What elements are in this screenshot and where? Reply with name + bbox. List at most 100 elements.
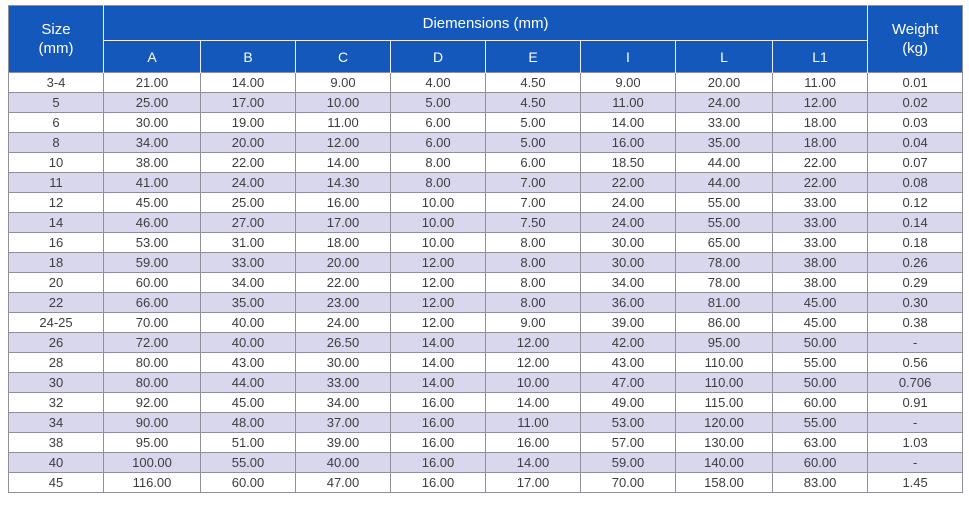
dim-c-cell: 47.00 bbox=[295, 472, 391, 493]
dim-a-cell: 66.00 bbox=[103, 292, 201, 313]
dim-c-cell: 16.00 bbox=[295, 192, 391, 213]
dim-l-cell: 95.00 bbox=[675, 332, 773, 353]
dim-d-cell: 14.00 bbox=[390, 352, 486, 373]
dim-l1-cell: 33.00 bbox=[771, 232, 869, 253]
dim-l1-cell: 18.00 bbox=[771, 132, 869, 153]
dim-c-cell: 12.00 bbox=[295, 132, 391, 153]
weight-cell: 0.04 bbox=[867, 132, 964, 153]
size-cell: 18 bbox=[8, 252, 104, 273]
dim-e-cell: 14.00 bbox=[485, 452, 581, 473]
weight-cell: 0.91 bbox=[867, 392, 964, 413]
dim-e-cell: 7.00 bbox=[485, 192, 581, 213]
dim-l1-cell: 55.00 bbox=[771, 412, 869, 433]
dim-a-cell: 80.00 bbox=[103, 372, 201, 393]
header-row-sub: A B C D E I L L1 bbox=[9, 40, 963, 73]
dim-e-cell: 14.00 bbox=[485, 392, 581, 413]
dim-l1-cell: 38.00 bbox=[771, 272, 869, 293]
dim-a-cell: 30.00 bbox=[103, 112, 201, 133]
dim-e-cell: 8.00 bbox=[485, 272, 581, 293]
dim-d-cell: 16.00 bbox=[390, 392, 486, 413]
size-cell: 38 bbox=[8, 432, 104, 453]
dim-d-cell: 8.00 bbox=[390, 172, 486, 193]
dim-b-cell: 14.00 bbox=[200, 72, 296, 93]
size-cell: 24-25 bbox=[8, 312, 104, 333]
weight-cell: 0.03 bbox=[867, 112, 964, 133]
dim-c-cell: 37.00 bbox=[295, 412, 391, 433]
dim-a-cell: 92.00 bbox=[103, 392, 201, 413]
weight-cell: 0.08 bbox=[867, 172, 964, 193]
dim-l1-cell: 60.00 bbox=[771, 392, 869, 413]
dim-i-cell: 57.00 bbox=[580, 432, 676, 453]
dim-b-cell: 17.00 bbox=[200, 92, 296, 113]
dim-l1-cell: 55.00 bbox=[771, 352, 869, 373]
table-row: 32 92.00 45.00 34.00 16.00 14.00 49.00 115.00 60… bbox=[8, 392, 964, 413]
dim-e-cell: 7.00 bbox=[485, 172, 581, 193]
dim-l1-cell: 18.00 bbox=[771, 112, 869, 133]
dim-i-cell: 30.00 bbox=[580, 252, 676, 273]
dim-i-cell: 34.00 bbox=[580, 272, 676, 293]
table-row: 5 25.00 17.00 10.00 5.00 4.50 11.00 24.00 12.00 0… bbox=[8, 92, 964, 113]
dim-c-cell: 34.00 bbox=[295, 392, 391, 413]
dim-c-cell: 26.50 bbox=[295, 332, 391, 353]
dim-i-cell: 30.00 bbox=[580, 232, 676, 253]
size-cell: 5 bbox=[8, 92, 104, 113]
table-row: 34 90.00 48.00 37.00 16.00 11.00 53.00 120.00 55… bbox=[8, 412, 964, 433]
dim-l-cell: 130.00 bbox=[675, 432, 773, 453]
dim-l-cell: 81.00 bbox=[675, 292, 773, 313]
dim-i-cell: 22.00 bbox=[580, 172, 676, 193]
header-row-main: Size (mm) Diemensions (mm) Weight (kg) bbox=[8, 5, 963, 73]
weight-cell: 0.56 bbox=[867, 352, 964, 373]
dim-d-cell: 16.00 bbox=[390, 412, 486, 433]
dim-l-cell: 120.00 bbox=[675, 412, 773, 433]
dim-c-cell: 39.00 bbox=[295, 432, 391, 453]
dim-a-cell: 80.00 bbox=[103, 352, 201, 373]
dim-b-cell: 25.00 bbox=[200, 192, 296, 213]
table-row: 45 116.00 60.00 47.00 16.00 17.00 70.00 158.00 8… bbox=[8, 472, 964, 493]
dim-i-cell: 36.00 bbox=[580, 292, 676, 313]
dim-d-cell: 14.00 bbox=[390, 372, 486, 393]
dim-i-cell: 59.00 bbox=[580, 452, 676, 473]
dim-e-cell: 8.00 bbox=[485, 232, 581, 253]
table-row: 38 95.00 51.00 39.00 16.00 16.00 57.00 130.00 63… bbox=[8, 432, 964, 453]
dim-c-cell: 17.00 bbox=[295, 212, 391, 233]
dim-c-cell: 14.00 bbox=[295, 152, 391, 173]
dim-c-cell: 9.00 bbox=[295, 72, 391, 93]
dim-e-cell: 6.00 bbox=[485, 152, 581, 173]
size-cell: 40 bbox=[8, 452, 104, 473]
dim-l-cell: 140.00 bbox=[675, 452, 773, 473]
dim-b-cell: 24.00 bbox=[200, 172, 296, 193]
dim-a-cell: 100.00 bbox=[103, 452, 201, 473]
dim-l-cell: 35.00 bbox=[675, 132, 773, 153]
dim-i-cell: 42.00 bbox=[580, 332, 676, 353]
table-row: 22 66.00 35.00 23.00 12.00 8.00 36.00 81.00 45.0… bbox=[8, 292, 964, 313]
dim-a-cell: 95.00 bbox=[103, 432, 201, 453]
dim-l1-cell: 11.00 bbox=[771, 72, 869, 93]
dimensions-spec-table: Size (mm) Diemensions (mm) Weight (kg) A… bbox=[8, 5, 964, 493]
dim-i-cell: 11.00 bbox=[580, 92, 676, 113]
dim-l-cell: 44.00 bbox=[675, 152, 773, 173]
dim-a-cell: 41.00 bbox=[103, 172, 201, 193]
dim-d-cell: 16.00 bbox=[390, 452, 486, 473]
table-body: 3-4 21.00 14.00 9.00 4.00 4.50 9.00 20.00 11.00 0… bbox=[8, 72, 964, 493]
dim-l-cell: 78.00 bbox=[675, 252, 773, 273]
dim-e-cell: 8.00 bbox=[485, 292, 581, 313]
size-cell: 28 bbox=[8, 352, 104, 373]
column-header-size: Size (mm) bbox=[8, 5, 104, 73]
dim-b-cell: 51.00 bbox=[200, 432, 296, 453]
weight-cell: 0.29 bbox=[867, 272, 964, 293]
dim-i-cell: 39.00 bbox=[580, 312, 676, 333]
table-row: 14 46.00 27.00 17.00 10.00 7.50 24.00 55.00 33.0… bbox=[8, 212, 964, 233]
dim-d-cell: 16.00 bbox=[390, 472, 486, 493]
size-cell: 16 bbox=[8, 232, 104, 253]
dim-a-cell: 25.00 bbox=[103, 92, 201, 113]
dim-e-cell: 17.00 bbox=[485, 472, 581, 493]
dim-d-cell: 4.00 bbox=[390, 72, 486, 93]
dim-l1-cell: 33.00 bbox=[771, 212, 869, 233]
dim-i-cell: 9.00 bbox=[580, 72, 676, 93]
dim-d-cell: 12.00 bbox=[390, 272, 486, 293]
dim-e-cell: 16.00 bbox=[485, 432, 581, 453]
size-cell: 45 bbox=[8, 472, 104, 493]
dim-d-cell: 5.00 bbox=[390, 92, 486, 113]
dim-b-cell: 55.00 bbox=[200, 452, 296, 473]
dim-e-cell: 12.00 bbox=[485, 332, 581, 353]
